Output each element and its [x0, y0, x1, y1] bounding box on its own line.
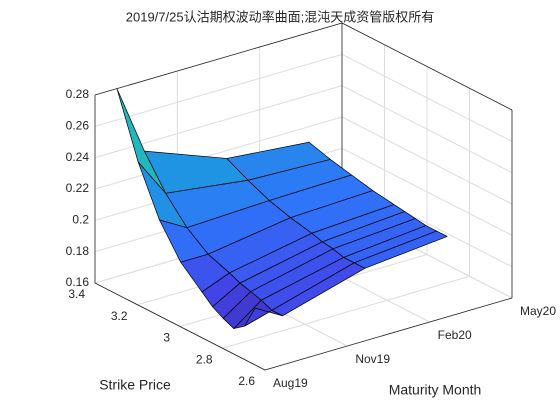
y-tick-label: 2.6	[238, 374, 255, 388]
grid-line	[94, 53, 343, 127]
axis-line	[264, 297, 513, 371]
z-tick-label: 0.18	[66, 244, 90, 258]
z-tick-label: 0.2	[72, 213, 89, 227]
grid-line	[341, 147, 513, 236]
x-axis-label: Maturity Month	[389, 382, 482, 398]
grid-line	[341, 53, 513, 142]
grid-line	[94, 116, 343, 190]
x-tick-label: Nov19	[355, 352, 390, 366]
z-tick-label: 0.24	[66, 150, 90, 164]
axis-line	[94, 282, 266, 371]
chart-title: 2019/7/25认沽期权波动率曲面;混沌天成资管版权所有	[126, 9, 434, 24]
surface-patch	[244, 307, 283, 327]
axis-line	[341, 22, 513, 111]
z-tick-label: 0.22	[66, 181, 90, 195]
grid-line	[341, 85, 513, 174]
z-tick-label: 0.28	[66, 87, 90, 101]
y-tick-label: 3.2	[111, 309, 128, 323]
grid-line	[341, 116, 513, 205]
y-tick-label: 3	[163, 331, 170, 345]
z-tick-label: 0.16	[66, 275, 90, 289]
z-tick-label: 0.26	[66, 119, 90, 133]
axis-line	[94, 22, 343, 96]
x-tick-label: May20	[520, 304, 556, 318]
y-axis-label: Strike Price	[99, 377, 171, 393]
x-tick-label: Aug19	[273, 376, 308, 390]
grid-line	[222, 275, 470, 349]
y-tick-label: 3.4	[68, 287, 85, 301]
y-tick-label: 2.8	[196, 352, 213, 366]
x-tick-label: Feb20	[438, 328, 472, 342]
